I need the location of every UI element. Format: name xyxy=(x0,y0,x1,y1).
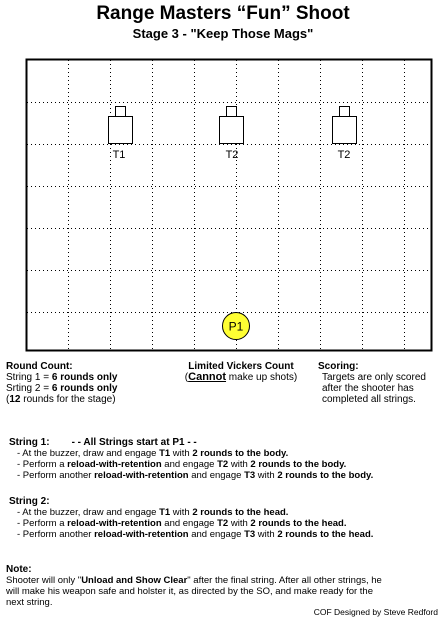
round-count-line1-value: 6 rounds only xyxy=(52,372,118,383)
round-count-line3-text: rounds for the stage) xyxy=(20,394,115,405)
target-label: T2 xyxy=(226,149,239,161)
round-count-line1-label: String 1 = xyxy=(6,372,52,383)
note-line: will make his weapon safe and holster it… xyxy=(6,586,442,597)
vickers-cannot: Cannot xyxy=(188,371,226,383)
string1-step: - Perform a reload-with-retention and en… xyxy=(17,459,439,470)
target-t1: T1 xyxy=(109,107,133,162)
shooter-label: P1 xyxy=(229,320,244,334)
string2-step: - At the buzzer, draw and engage T1 with… xyxy=(17,507,439,518)
round-count-line2-label: Srting 2 = xyxy=(6,383,52,394)
string2-heading: String 2: xyxy=(9,496,439,507)
target-t3: T2 xyxy=(333,107,357,162)
round-count-section: Round Count: String 1 = 6 rounds only Sr… xyxy=(6,361,166,405)
grid-lines xyxy=(27,60,431,350)
string1-step: - Perform another reload-with-retention … xyxy=(17,470,439,481)
string2-step: - Perform another reload-with-retention … xyxy=(17,529,439,540)
round-count-total: 12 xyxy=(9,394,20,405)
note-section: Note: Shooter will only "Unload and Show… xyxy=(6,564,442,608)
shooter-position-p1: P1 xyxy=(223,313,250,340)
note-line: Shooter will only "Unload and Show Clear… xyxy=(6,575,442,586)
round-count-line2-value: 6 rounds only xyxy=(52,383,118,394)
string1-step: - At the buzzer, draw and engage T1 with… xyxy=(17,448,439,459)
scoring-heading: Scoring: xyxy=(318,361,443,372)
target-label: T1 xyxy=(113,149,126,161)
scoring-line: completed all strings. xyxy=(318,394,443,405)
scoring-line: Targets are only scored xyxy=(318,372,443,383)
scoring-section: Scoring: Targets are only scored after t… xyxy=(318,361,443,405)
stage-border xyxy=(27,60,432,351)
target-label: T2 xyxy=(338,149,351,161)
vickers-section: Limited Vickers Count (Cannot make up sh… xyxy=(166,361,316,383)
vickers-note-text: make up shots) xyxy=(226,372,297,383)
string1-heading: String 1: xyxy=(9,437,50,448)
credit: COF Designed by Steve Redford xyxy=(314,607,438,617)
note-heading: Note: xyxy=(6,564,442,575)
round-count-heading: Round Count: xyxy=(6,361,166,372)
string1-note: - - All Strings start at P1 - - xyxy=(72,437,197,448)
target-t2: T2 xyxy=(220,107,244,162)
string1-section: String 1: - - All Strings start at P1 - -… xyxy=(9,437,439,481)
scoring-line: after the shooter has xyxy=(318,383,443,394)
string2-step: - Perform a reload-with-retention and en… xyxy=(17,518,439,529)
string2-section: String 2: - At the buzzer, draw and enga… xyxy=(9,496,439,540)
